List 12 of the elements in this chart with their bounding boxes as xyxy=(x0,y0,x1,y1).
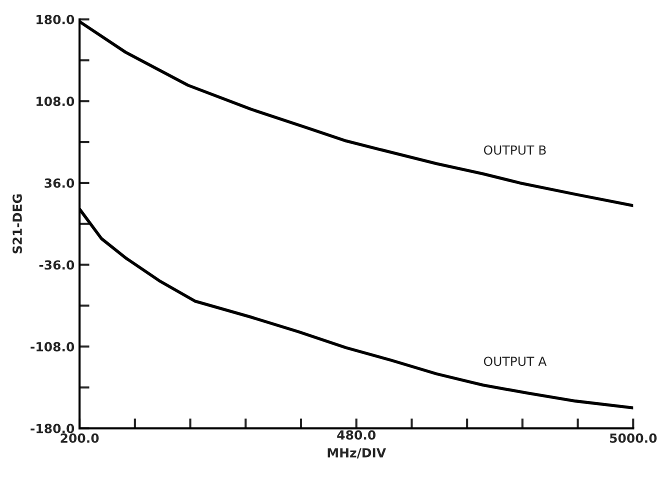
series-label: OUTPUT B xyxy=(484,145,546,155)
y-tick-label: 180.0 xyxy=(36,14,74,24)
x-axis-title: 480.0 MHz/DIV xyxy=(328,430,386,458)
x-tick-label: 200.0 xyxy=(60,433,99,443)
x-tick-label: 5000.0 xyxy=(610,433,657,443)
y-tick-label: 108.0 xyxy=(36,96,74,106)
y-tick-label: -108.0 xyxy=(30,342,74,352)
y-tick-label: -36.0 xyxy=(39,260,74,270)
y-tick-label: 36.0 xyxy=(44,178,74,188)
y-axis-title: S21-DEG xyxy=(12,194,22,254)
series-label: OUTPUT A xyxy=(484,356,547,366)
y-tick-label: -180.0 xyxy=(30,424,74,434)
